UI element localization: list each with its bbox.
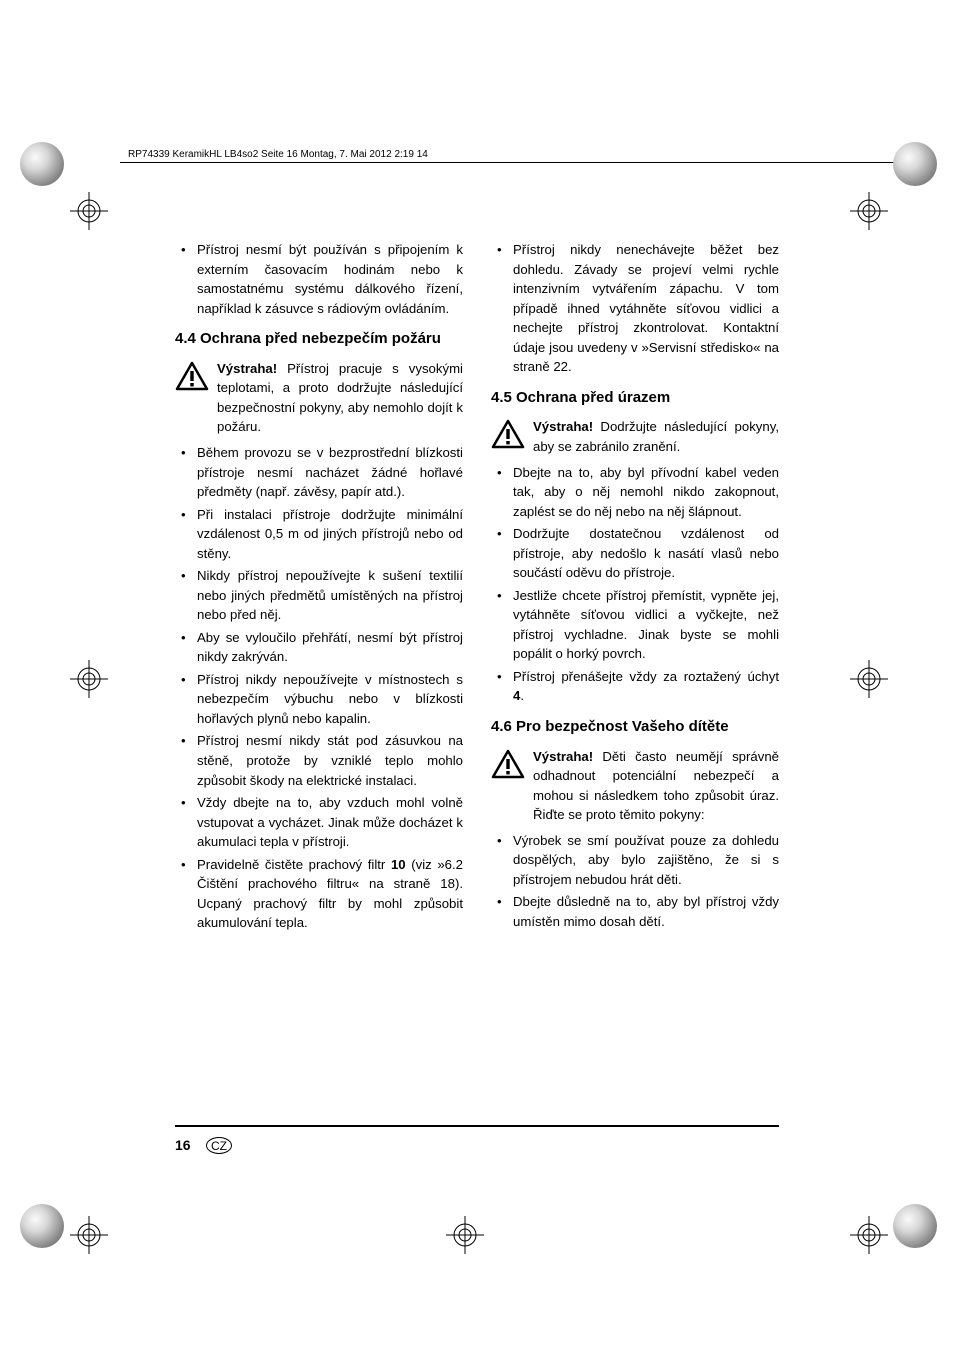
section-4-4-list: Během provozu se v bezprostřední blízkos… bbox=[175, 443, 463, 933]
warning-triangle-icon bbox=[175, 361, 209, 391]
registration-mark-icon bbox=[850, 1216, 888, 1254]
corner-ornament-icon bbox=[20, 1204, 64, 1248]
section-4-5-title: 4.5 Ochrana před úrazem bbox=[491, 389, 779, 408]
section-4-5-list: Dbejte na to, aby byl přívodní kabel ved… bbox=[491, 463, 779, 706]
list-item: Aby se vyloučilo přehřátí, nesmí být pří… bbox=[175, 628, 463, 667]
warning-text: Výstraha! Dodržujte následující pokyny, … bbox=[533, 417, 779, 456]
list-item: Výrobek se smí používat pouze za dohledu… bbox=[491, 831, 779, 890]
registration-mark-icon bbox=[70, 1216, 108, 1254]
list-item: Přístroj nesmí být používán s připojením… bbox=[175, 240, 463, 318]
list-item: Dodržujte dostatečnou vzdálenost od přís… bbox=[491, 524, 779, 583]
registration-mark-icon bbox=[70, 660, 108, 698]
list-item: Během provozu se v bezprostřední blízkos… bbox=[175, 443, 463, 502]
warning-block: Výstraha! Přístroj pracuje s vysokými te… bbox=[175, 359, 463, 437]
list-item: Dbejte důsledně na to, aby byl přístroj … bbox=[491, 892, 779, 931]
registration-mark-icon bbox=[850, 192, 888, 230]
corner-ornament-icon bbox=[20, 142, 64, 186]
page-number: 16 bbox=[175, 1137, 191, 1153]
registration-mark-icon bbox=[70, 192, 108, 230]
page-content: Přístroj nesmí být používán s připojením… bbox=[175, 240, 779, 936]
section-4-6-list: Výrobek se smí používat pouze za dohledu… bbox=[491, 831, 779, 932]
country-badge: CZ bbox=[206, 1137, 232, 1154]
warning-block: Výstraha! Děti často neumějí správně odh… bbox=[491, 747, 779, 825]
registration-mark-icon bbox=[446, 1216, 484, 1254]
list-item: Nikdy přístroj nepoužívejte k sušení tex… bbox=[175, 566, 463, 625]
corner-ornament-icon bbox=[893, 1204, 937, 1248]
list-item: Pravidelně čistěte prachový filtr 10 (vi… bbox=[175, 855, 463, 933]
left-column: Přístroj nesmí být používán s připojením… bbox=[175, 240, 463, 936]
corner-ornament-icon bbox=[893, 142, 937, 186]
warning-block: Výstraha! Dodržujte následující pokyny, … bbox=[491, 417, 779, 456]
list-item: Dbejte na to, aby byl přívodní kabel ved… bbox=[491, 463, 779, 522]
list-item: Přístroj nesmí nikdy stát pod zásuvkou n… bbox=[175, 731, 463, 790]
header-rule bbox=[120, 162, 899, 163]
section-4-6-title: 4.6 Pro bezpečnost Vašeho dítěte bbox=[491, 718, 779, 737]
registration-mark-icon bbox=[850, 660, 888, 698]
right-column: Přístroj nikdy nenechávejte běžet bez do… bbox=[491, 240, 779, 936]
list-item: Přístroj nikdy nenechávejte běžet bez do… bbox=[491, 240, 779, 377]
section-4-4-title: 4.4 Ochrana před nebezpečím požáru bbox=[175, 330, 463, 349]
list-item: Přístroj nikdy nepoužívejte v místnostec… bbox=[175, 670, 463, 729]
print-header: RP74339 KeramikHL LB4so2 Seite 16 Montag… bbox=[128, 149, 428, 160]
warning-triangle-icon bbox=[491, 749, 525, 779]
warning-triangle-icon bbox=[491, 419, 525, 449]
warning-text: Výstraha! Děti často neumějí správně odh… bbox=[533, 747, 779, 825]
list-item: Při instalaci přístroje dodržujte minimá… bbox=[175, 505, 463, 564]
warning-text: Výstraha! Přístroj pracuje s vysokými te… bbox=[217, 359, 463, 437]
list-item: Přístroj přenášejte vždy za roztažený úc… bbox=[491, 667, 779, 706]
list-item: Vždy dbejte na to, aby vzduch mohl volně… bbox=[175, 793, 463, 852]
list-item: Jestliže chcete přístroj přemístit, vypn… bbox=[491, 586, 779, 664]
footer-rule bbox=[175, 1125, 779, 1127]
